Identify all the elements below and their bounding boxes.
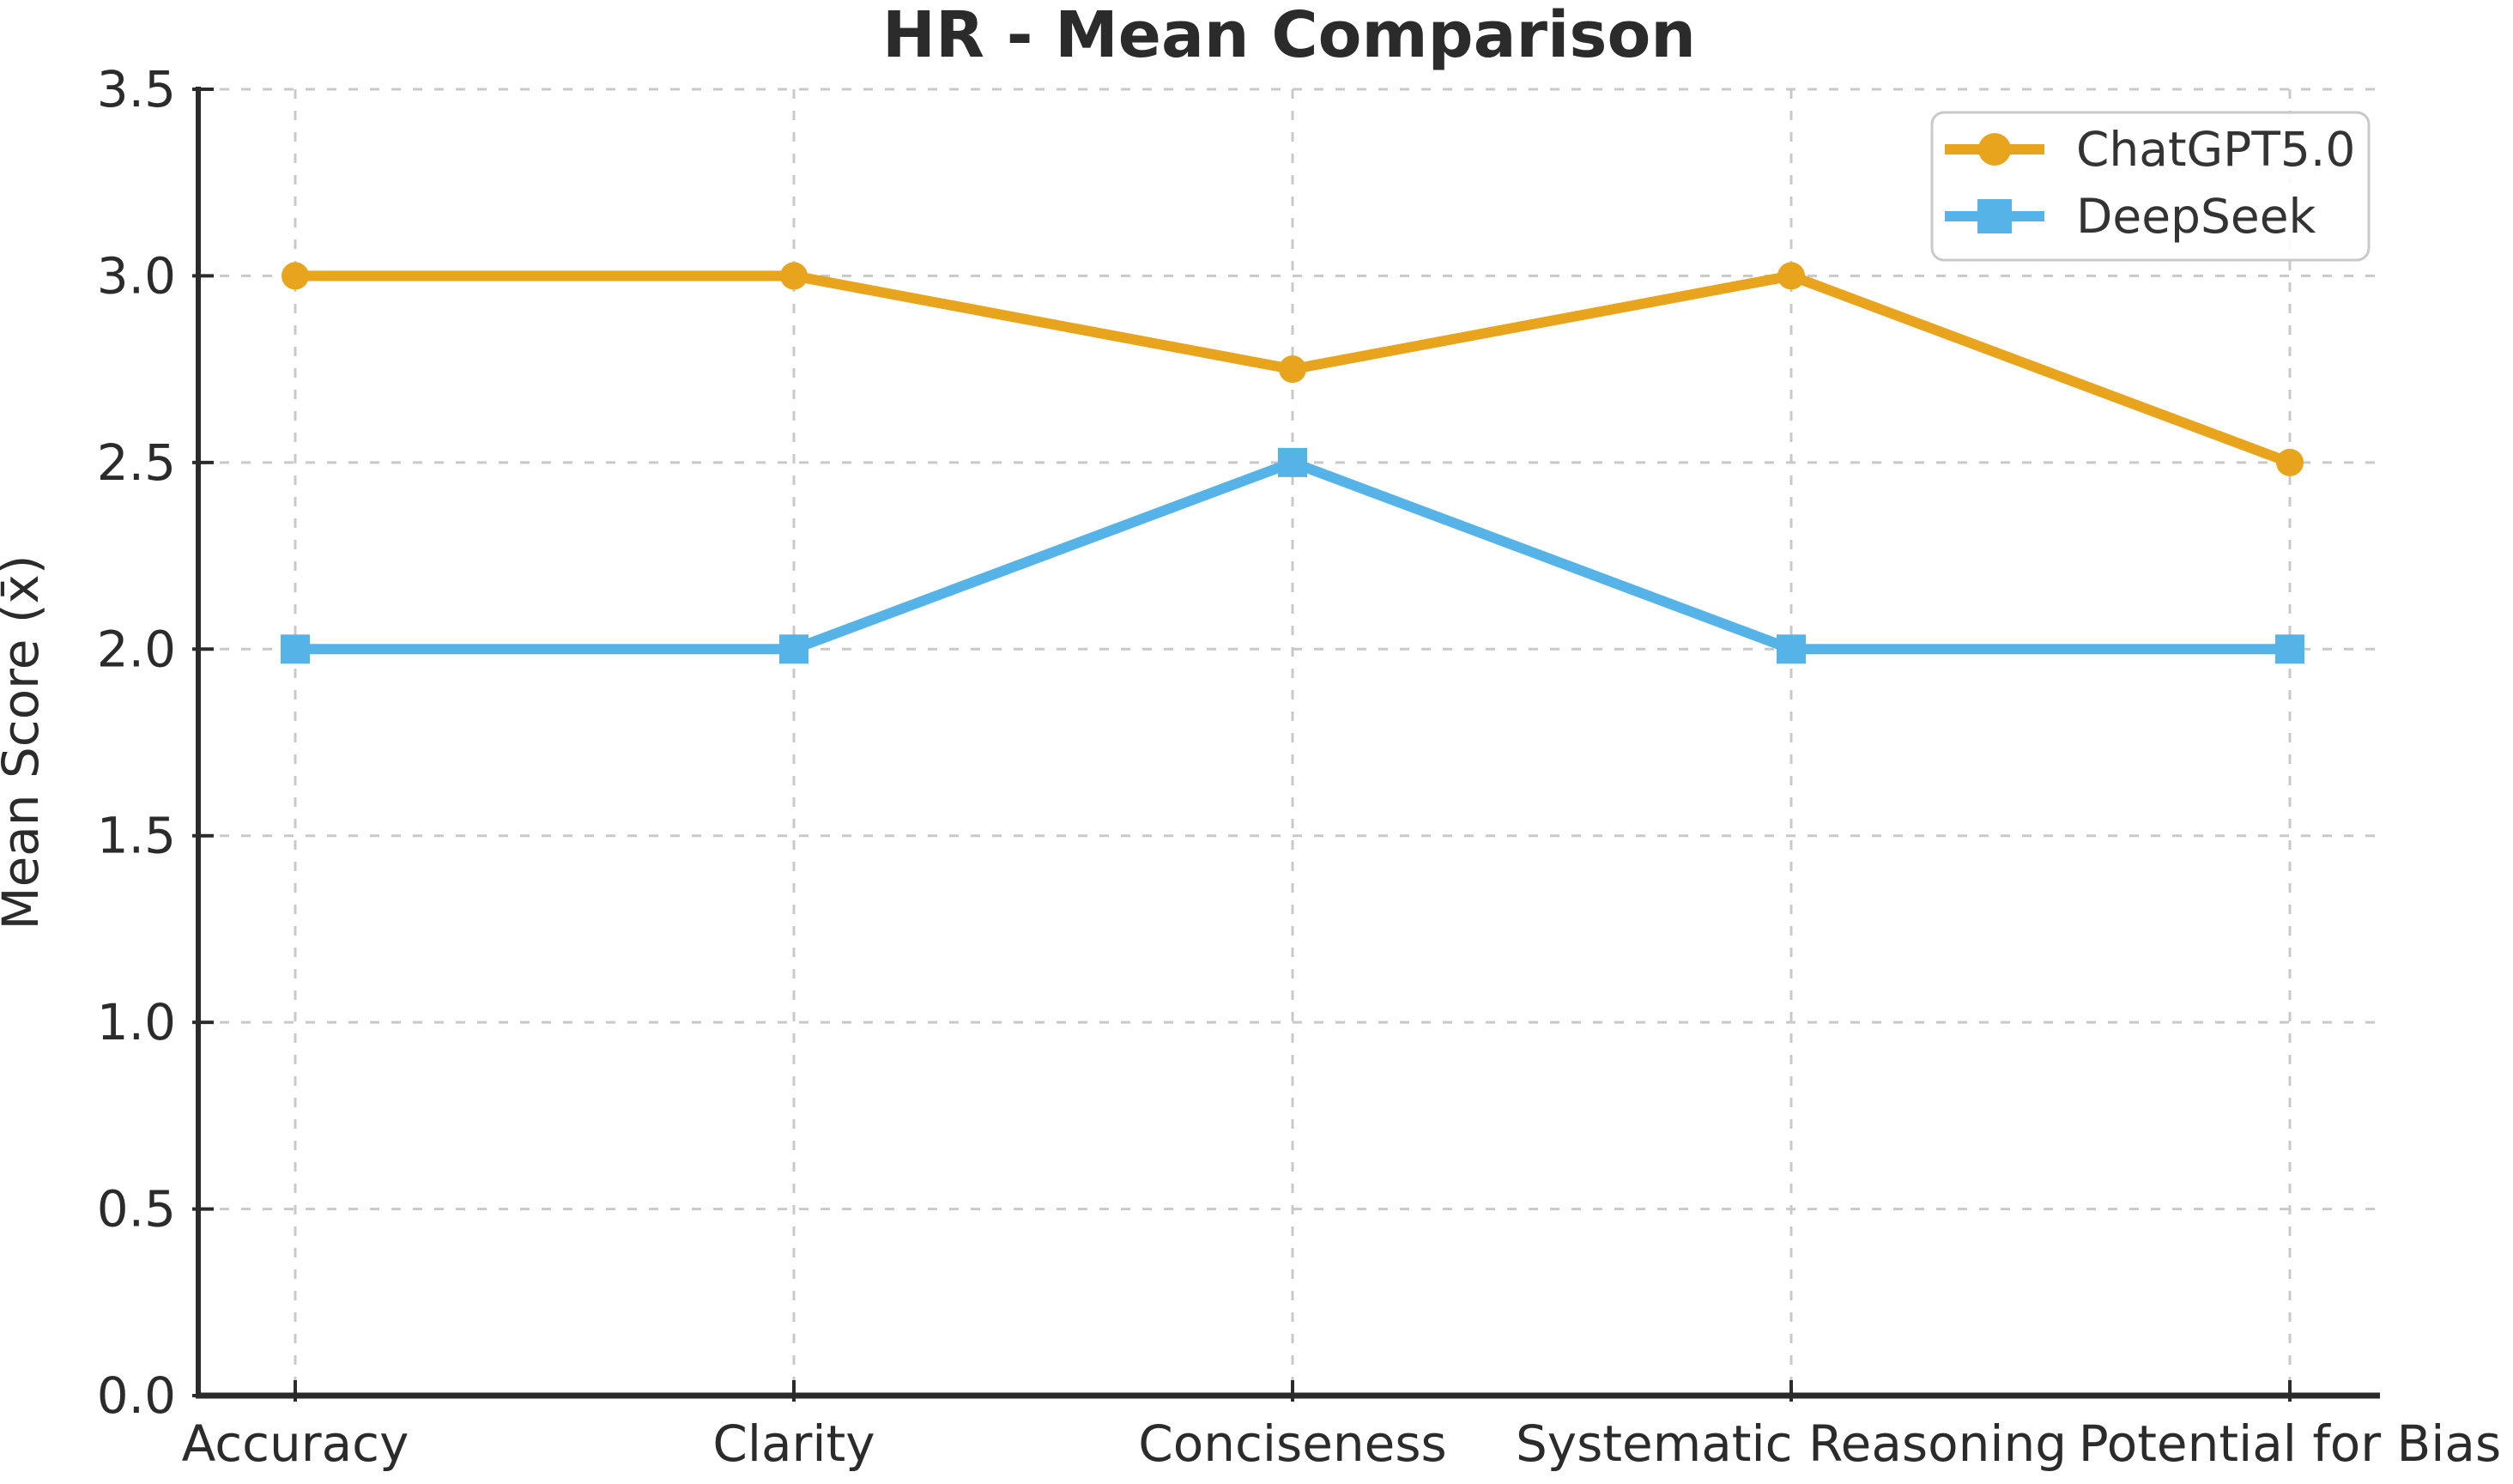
legend-item-deepseek: DeepSeek <box>1945 189 2316 244</box>
data-point-marker <box>779 634 808 664</box>
series-line <box>295 457 2290 655</box>
legend-marker <box>1977 199 2012 233</box>
legend-layer: ChatGPT5.0 DeepSeek <box>1930 111 2371 262</box>
legend-label: DeepSeek <box>2076 189 2316 244</box>
data-point-marker <box>1278 447 1307 477</box>
y-tick-label: 3.5 <box>97 60 176 118</box>
axis-layer: 0.0 0.5 1.0 1.5 2.0 2.5 3.0 3.5 Accuracy Clarity C… <box>97 60 2501 1473</box>
x-tick-label: Systematic Reasoning <box>1516 1414 2067 1473</box>
data-point-marker <box>780 262 808 290</box>
y-tick-label: 3.0 <box>97 246 176 305</box>
data-point-marker <box>1777 262 1805 290</box>
y-tick-label: 2.0 <box>97 620 176 678</box>
legend-item-chatgpt5-0: ChatGPT5.0 <box>1945 122 2355 177</box>
x-tick-label: Accuracy <box>182 1414 409 1473</box>
y-tick-label: 0.0 <box>97 1366 176 1425</box>
x-tick-label: Clarity <box>712 1414 875 1473</box>
data-point-marker <box>2276 448 2304 476</box>
x-tick-label: Potential for Bias <box>2079 1414 2501 1473</box>
data-point-marker <box>2275 634 2304 664</box>
y-tick-label: 1.5 <box>97 807 176 865</box>
data-point-marker <box>282 262 309 290</box>
data-point-marker <box>281 634 310 664</box>
grid-layer <box>198 88 2380 1396</box>
series-chatgpt5-0 <box>282 262 2304 476</box>
legend-label: ChatGPT5.0 <box>2076 122 2355 177</box>
chart-title: HR - Mean Comparison <box>882 0 1696 72</box>
data-point-marker <box>1777 634 1806 664</box>
y-tick-label: 1.0 <box>97 993 176 1051</box>
series-layer <box>281 262 2304 664</box>
y-tick-label: 2.5 <box>97 433 176 492</box>
y-axis-label: Mean Score (x̄) <box>0 555 50 930</box>
x-tick-label: Conciseness <box>1138 1414 1447 1473</box>
data-point-marker <box>1279 355 1306 384</box>
legend-marker <box>1978 133 2011 166</box>
y-tick-label: 0.5 <box>97 1180 176 1239</box>
series-deepseek <box>281 447 2304 664</box>
